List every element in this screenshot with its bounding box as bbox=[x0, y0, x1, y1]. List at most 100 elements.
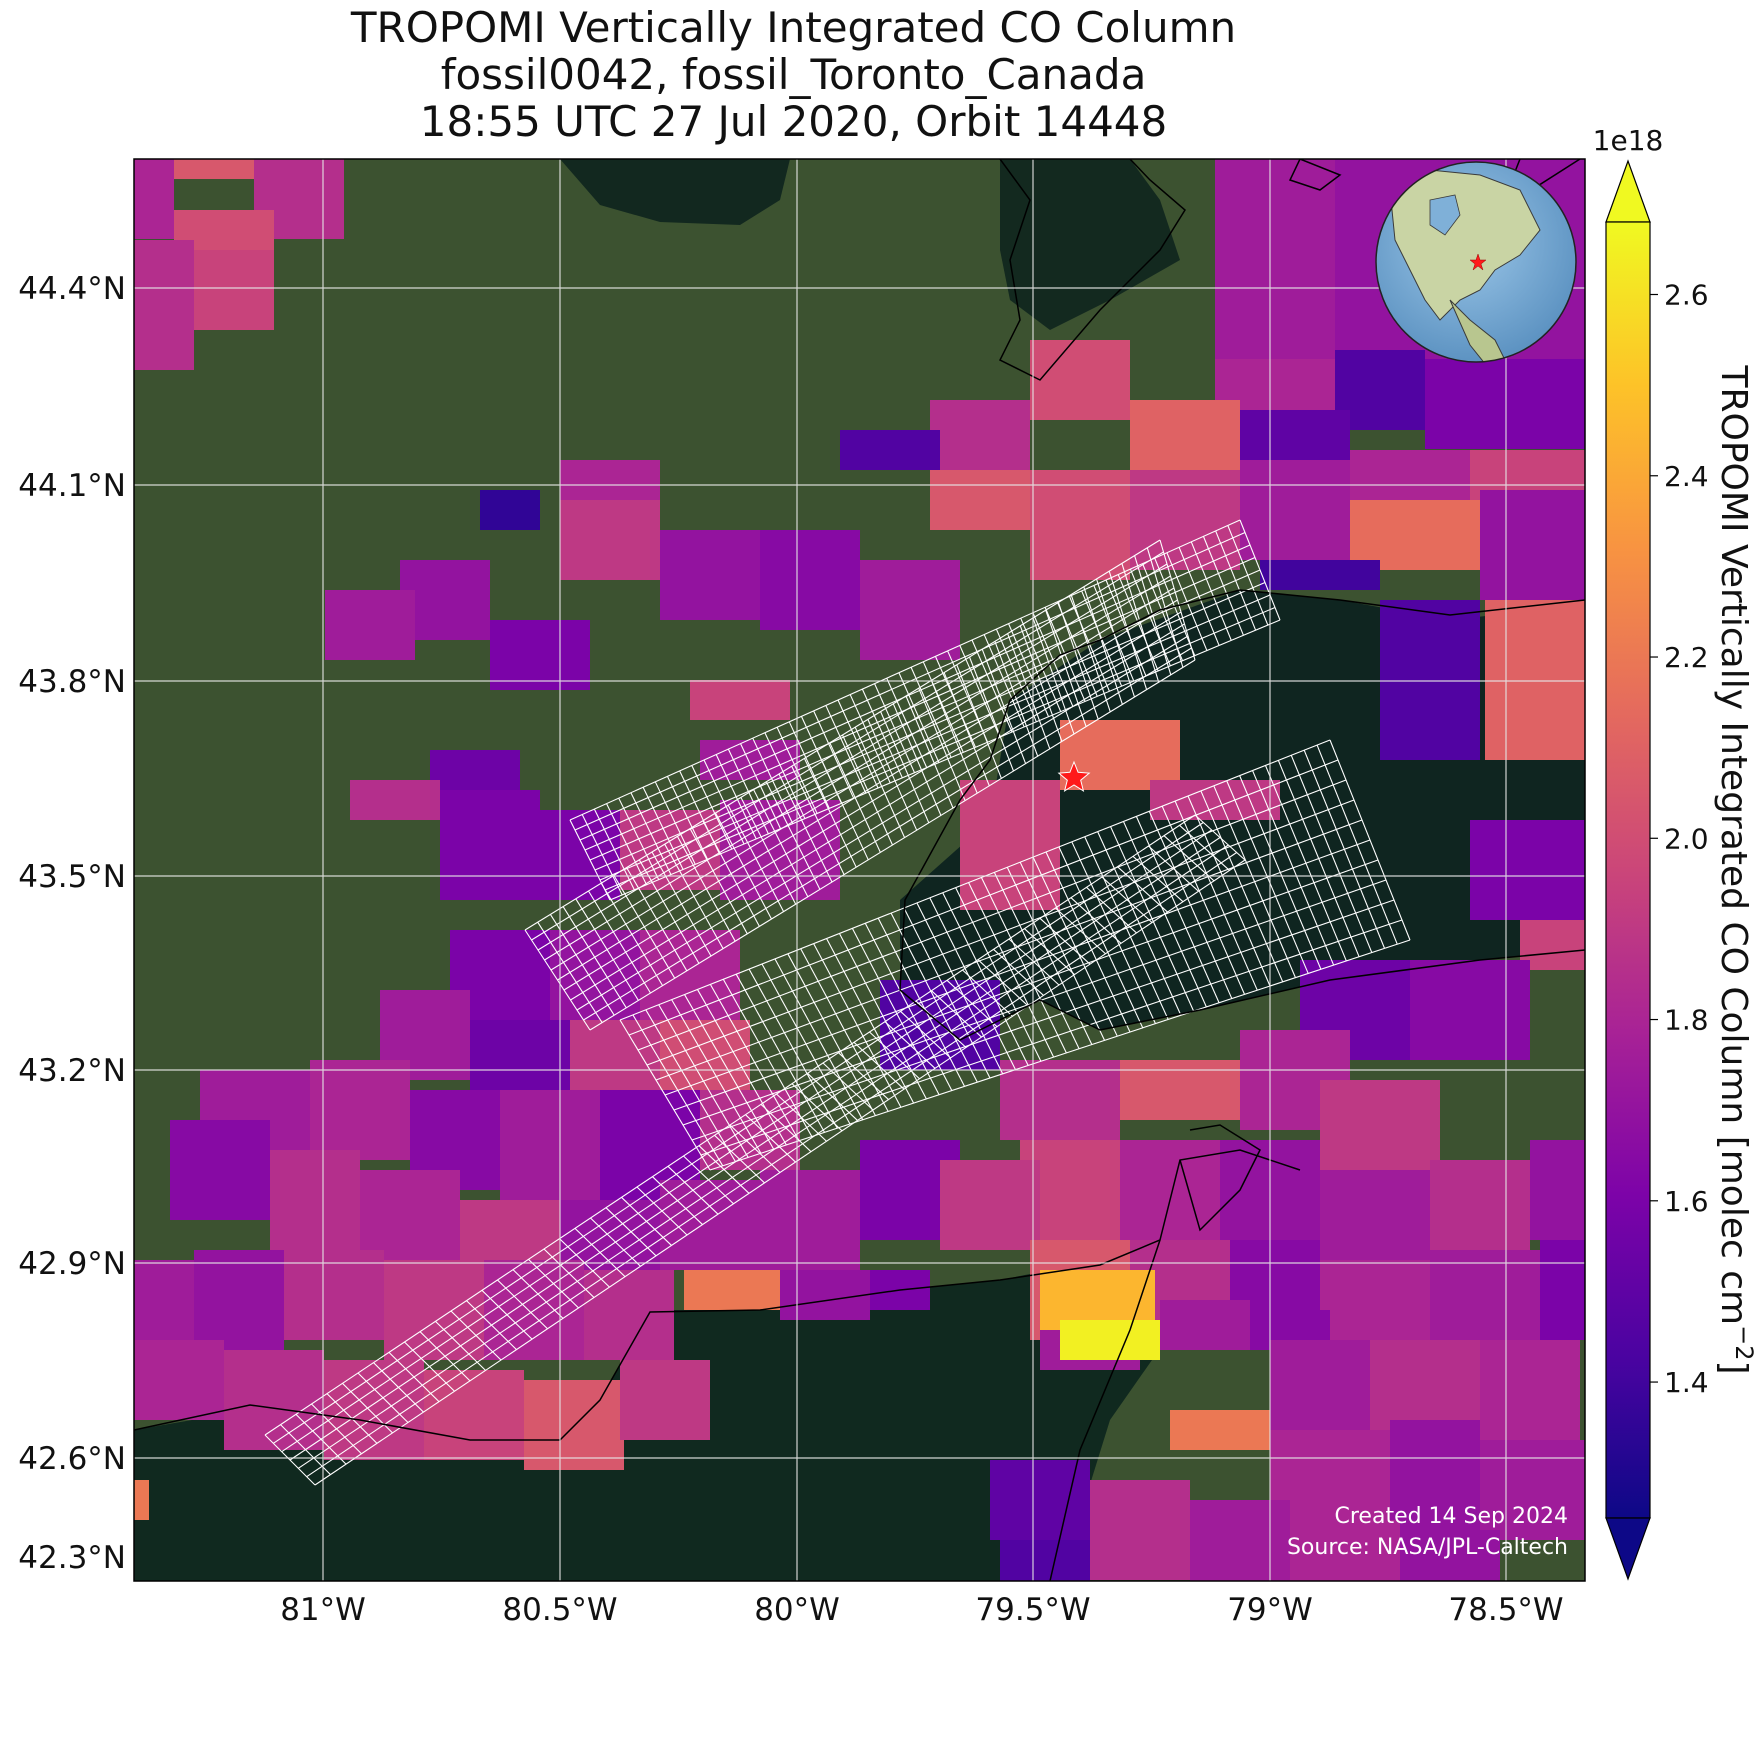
co-pixel bbox=[1120, 1060, 1240, 1120]
co-pixel bbox=[174, 159, 254, 179]
co-pixel bbox=[1400, 1530, 1500, 1581]
co-pixel bbox=[310, 1060, 410, 1160]
colorbar: 2.6 2.4 2.2 2.0 1.8 1.6 1.4 1e18 TROPOMI Verti… bbox=[1593, 124, 1758, 1581]
map-area[interactable]: Created 14 Sep 2024 Source: NASA/JPL-Cal… bbox=[134, 159, 1585, 1581]
co-pixel bbox=[1190, 1500, 1290, 1581]
co-pixel bbox=[560, 500, 660, 580]
co-pixel bbox=[1060, 1320, 1160, 1360]
co-pixel bbox=[500, 1090, 600, 1210]
co-pixel bbox=[224, 1350, 324, 1450]
co-pixel bbox=[1270, 1340, 1370, 1430]
title-line-3: 18:55 UTC 27 Jul 2020, Orbit 14448 bbox=[419, 97, 1168, 146]
co-pixel bbox=[194, 1250, 284, 1350]
co-pixel bbox=[690, 680, 790, 720]
co-pixel bbox=[1540, 1240, 1585, 1340]
co-pixel bbox=[440, 790, 540, 900]
target-footprints bbox=[264, 519, 1411, 1486]
co-pixel bbox=[1090, 1480, 1190, 1580]
co-pixel bbox=[860, 560, 960, 660]
co-pixel bbox=[930, 470, 1030, 530]
gridlines bbox=[134, 159, 1585, 1581]
credit-created: Created 14 Sep 2024 bbox=[1335, 1504, 1569, 1529]
latitude-labels: 44.4°N 44.1°N 43.8°N 43.5°N 43.2°N 42.9°N 42.6… bbox=[18, 271, 126, 1576]
co-pixel bbox=[1150, 780, 1280, 820]
co-pixel bbox=[1530, 1140, 1585, 1240]
co-pixel bbox=[1030, 470, 1130, 580]
co-pixel bbox=[1000, 1540, 1090, 1581]
lon-tick-label: 78.5°W bbox=[1448, 1592, 1563, 1628]
red-star-icon[interactable] bbox=[1057, 760, 1091, 792]
lat-tick-label: 43.8°N bbox=[18, 664, 126, 700]
lon-tick-label: 81°W bbox=[280, 1592, 366, 1628]
co-pixel bbox=[1480, 1440, 1585, 1540]
footprint-strip-lower bbox=[264, 814, 1246, 1486]
lat-tick-label: 44.1°N bbox=[18, 468, 126, 504]
colorbar-tick-label: 2.6 bbox=[1664, 279, 1709, 312]
lon-tick-label: 79°W bbox=[1227, 1592, 1313, 1628]
footprint-block-mid bbox=[524, 539, 1196, 1031]
co-pixel bbox=[1410, 960, 1530, 1060]
co-pixel bbox=[134, 159, 174, 239]
co-pixel bbox=[560, 460, 660, 500]
co-pixel bbox=[684, 1270, 784, 1310]
title-line-1: TROPOMI Vertically Integrated CO Column bbox=[350, 3, 1237, 52]
colorbar-tick-label: 2.0 bbox=[1664, 822, 1709, 855]
co-pixel bbox=[480, 490, 540, 530]
colorbar-multiplier: 1e18 bbox=[1593, 124, 1664, 157]
co-pixel bbox=[1430, 1250, 1540, 1350]
lon-tick-label: 79.5°W bbox=[975, 1592, 1090, 1628]
colorbar-tick-label: 2.2 bbox=[1664, 641, 1709, 674]
co-pixel bbox=[284, 1250, 384, 1340]
co-pixel bbox=[940, 1160, 1040, 1250]
colorbar-tick-label: 1.4 bbox=[1664, 1366, 1709, 1399]
lat-tick-label: 43.5°N bbox=[18, 859, 126, 895]
globe-locator-icon bbox=[1375, 161, 1577, 363]
co-pixel bbox=[1030, 340, 1130, 420]
co-pixel bbox=[134, 1340, 224, 1420]
co-pixel bbox=[1290, 1520, 1400, 1581]
co-pixel bbox=[1260, 560, 1380, 590]
co-pixel bbox=[840, 430, 940, 470]
co-pixel bbox=[1170, 1410, 1270, 1450]
lat-tick-label: 42.6°N bbox=[18, 1441, 126, 1477]
co-pixel bbox=[134, 240, 194, 370]
co-pixel bbox=[1425, 359, 1585, 449]
co-pixel bbox=[270, 1150, 360, 1250]
colorbar-tick-label: 2.4 bbox=[1664, 460, 1709, 493]
co-pixel bbox=[1000, 1060, 1120, 1140]
co-pixel bbox=[170, 1120, 270, 1220]
co-pixel bbox=[960, 780, 1060, 910]
credit-source: Source: NASA/JPL-Caltech bbox=[1287, 1535, 1568, 1560]
lat-tick-label: 42.3°N bbox=[18, 1540, 126, 1576]
colorbar-label: TROPOMI Vertically Integrated CO Column … bbox=[1713, 364, 1758, 1374]
co-pixel bbox=[1160, 1300, 1250, 1350]
co-pixel bbox=[1320, 1080, 1440, 1170]
lat-tick-label: 42.9°N bbox=[18, 1246, 126, 1282]
map-frame bbox=[133, 158, 1586, 1582]
co-pixel bbox=[1520, 920, 1585, 970]
co-pixel bbox=[760, 530, 860, 630]
co-pixel bbox=[540, 810, 620, 900]
lon-tick-label: 80°W bbox=[754, 1592, 840, 1628]
longitude-labels: 81°W 80.5°W 80°W 79.5°W 79°W 78.5°W bbox=[280, 1592, 1563, 1628]
colorbar-tick-label: 1.6 bbox=[1664, 1185, 1709, 1218]
co-pixel bbox=[325, 590, 415, 660]
footprint-block-lake bbox=[619, 739, 1411, 1171]
colorbar-scale bbox=[1605, 221, 1651, 1519]
co-pixel bbox=[584, 1270, 674, 1360]
co-pixel bbox=[1470, 820, 1585, 920]
georgian-bay bbox=[560, 159, 790, 225]
co-pixel bbox=[1485, 600, 1585, 760]
coastlines bbox=[134, 159, 1585, 1581]
co-pixel bbox=[470, 1020, 570, 1090]
co-pixel bbox=[660, 1180, 760, 1270]
co-pixel bbox=[780, 1270, 870, 1320]
lat-tick-label: 44.4°N bbox=[18, 271, 126, 307]
co-pixel bbox=[1480, 490, 1585, 600]
co-pixel bbox=[930, 400, 1030, 480]
co-pixel bbox=[1215, 159, 1335, 359]
co-pixel bbox=[660, 530, 760, 620]
co-pixel bbox=[990, 1460, 1090, 1540]
colorbar-min-arrow bbox=[1605, 1517, 1651, 1581]
